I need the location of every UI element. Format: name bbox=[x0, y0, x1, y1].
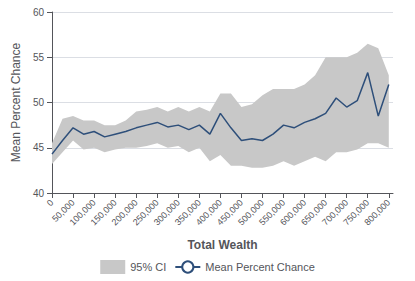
svg-text:Total Wealth: Total Wealth bbox=[187, 238, 257, 252]
svg-text:350,000: 350,000 bbox=[172, 197, 203, 228]
svg-text:55: 55 bbox=[33, 52, 45, 63]
svg-text:150,000: 150,000 bbox=[88, 197, 119, 228]
svg-text:450,000: 450,000 bbox=[214, 197, 245, 228]
svg-text:45: 45 bbox=[33, 142, 45, 153]
svg-text:50: 50 bbox=[33, 97, 45, 108]
svg-text:Mean Percent Chance: Mean Percent Chance bbox=[205, 261, 314, 273]
svg-text:Mean Percent Chance: Mean Percent Chance bbox=[9, 42, 23, 162]
svg-text:40: 40 bbox=[33, 188, 45, 199]
svg-text:0: 0 bbox=[45, 197, 56, 208]
svg-text:600,000: 600,000 bbox=[278, 197, 309, 228]
svg-text:800,000: 800,000 bbox=[362, 197, 392, 227]
svg-text:50,000: 50,000 bbox=[50, 197, 77, 224]
svg-text:500,000: 500,000 bbox=[236, 197, 266, 228]
svg-text:200,000: 200,000 bbox=[109, 197, 140, 228]
svg-text:300,000: 300,000 bbox=[151, 197, 182, 228]
svg-text:750,000: 750,000 bbox=[341, 197, 372, 228]
svg-text:100,000: 100,000 bbox=[67, 197, 98, 228]
svg-text:60: 60 bbox=[33, 7, 45, 18]
svg-text:550,000: 550,000 bbox=[257, 197, 288, 228]
svg-text:700,000: 700,000 bbox=[320, 197, 351, 228]
svg-text:400,000: 400,000 bbox=[193, 197, 224, 228]
svg-text:250,000: 250,000 bbox=[130, 197, 161, 228]
svg-text:650,000: 650,000 bbox=[299, 197, 330, 228]
svg-text:95% CI: 95% CI bbox=[130, 261, 166, 273]
